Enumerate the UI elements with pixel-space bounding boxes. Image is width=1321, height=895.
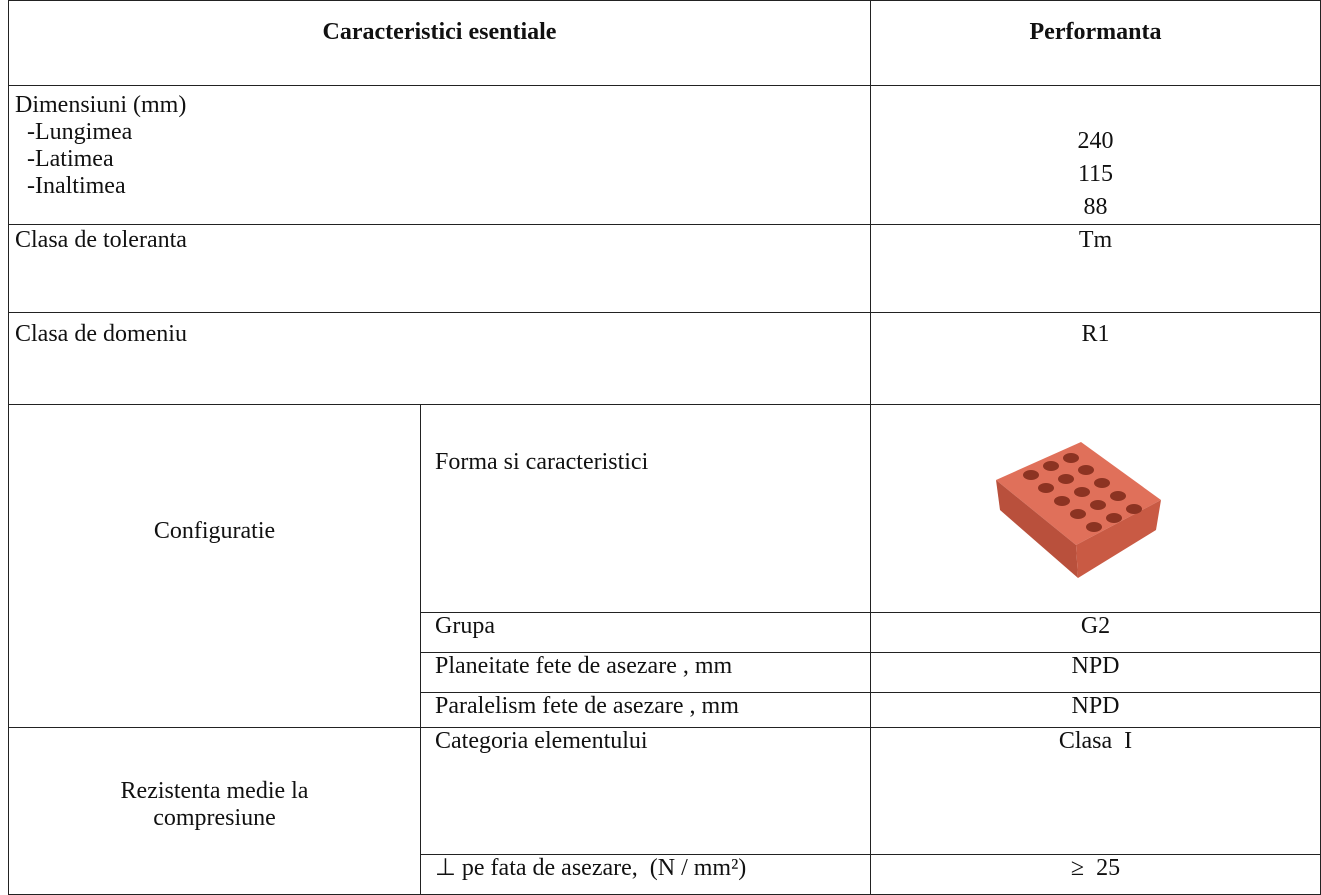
brick-image	[995, 442, 1161, 578]
cell: ⊥ pe fata de asezare, (N / mm²)	[420, 854, 871, 895]
value: G2	[1080, 613, 1111, 639]
cell: 240 115 88	[870, 85, 1321, 225]
label: Clasa de domeniu	[15, 321, 187, 347]
label: -Latimea	[27, 146, 114, 172]
header-cell: Caracteristici esentiale	[8, 0, 871, 86]
header-cell: Performanta	[870, 0, 1321, 86]
row: ⊥ pe fata de asezare, (N / mm²) ≥ 25	[9, 854, 1321, 895]
group-label: Rezistenta medie la compresiune	[120, 778, 309, 831]
value: Clasa I	[1058, 728, 1133, 754]
cell: R1	[870, 312, 1321, 405]
value: R1	[1081, 321, 1110, 347]
label: Clasa de toleranta	[15, 227, 187, 253]
cell: Clasa de domeniu	[8, 312, 871, 405]
cell: Forma si caracteristici	[420, 404, 871, 613]
cell: Paralelism fete de asezare , mm	[420, 692, 871, 728]
cell: Tm	[870, 224, 1321, 313]
label: Planeitate fete de asezare , mm	[435, 653, 733, 679]
label: Forma si caracteristici	[435, 449, 649, 475]
row: Rezistenta medie la compresiune Categori…	[8, 727, 1321, 895]
label: -Inaltimea	[27, 173, 126, 199]
label: ⊥ pe fata de asezare, (N / mm²)	[435, 855, 747, 881]
value: NPD	[1071, 653, 1120, 679]
group-cell: Rezistenta medie la compresiune	[8, 727, 421, 895]
cell: NPD	[870, 652, 1321, 693]
value: 88	[1083, 194, 1108, 220]
group-cell: Configuratie	[8, 404, 421, 728]
cell: Clasa de toleranta	[8, 224, 871, 313]
header-text: Performanta	[1029, 19, 1162, 45]
label: Categoria elementului	[435, 728, 648, 754]
cell: Dimensiuni (mm) -Lungimea -Latimea -Inal…	[8, 85, 871, 225]
value: 240	[1077, 128, 1114, 154]
row: Clasa de domeniu R1	[8, 312, 1321, 405]
cell: Clasa I	[870, 727, 1321, 855]
row: Clasa de toleranta Tm	[8, 224, 1321, 313]
cell: Grupa	[420, 612, 871, 653]
row: Dimensiuni (mm) -Lungimea -Latimea -Inal…	[8, 85, 1321, 225]
value: 115	[1077, 161, 1114, 187]
row: Configuratie Forma si caracteristici	[8, 404, 1321, 728]
label: -Lungimea	[27, 119, 133, 145]
cell: NPD	[870, 692, 1321, 728]
label: Grupa	[435, 613, 495, 639]
value: NPD	[1071, 693, 1120, 719]
cell: ≥ 25	[870, 854, 1321, 895]
value: ≥ 25	[1070, 855, 1121, 881]
cell: Categoria elementului	[420, 727, 871, 855]
header-row: Caracteristici esentiale Performanta	[8, 0, 1321, 86]
image-cell	[870, 404, 1321, 613]
cell: G2	[870, 612, 1321, 653]
cell: Planeitate fete de asezare , mm	[420, 652, 871, 693]
row: Planeitate fete de asezare , mm NPD	[9, 652, 1321, 693]
label: Paralelism fete de asezare , mm	[435, 693, 739, 719]
group-label: Configuratie	[153, 517, 276, 544]
header-text: Caracteristici esentiale	[322, 19, 557, 45]
label: Dimensiuni (mm)	[15, 92, 187, 118]
row: Paralelism fete de asezare , mm NPD	[9, 692, 1321, 728]
value: Tm	[1078, 227, 1113, 253]
spec-table: Caracteristici esentiale Performanta Dim…	[8, 0, 1321, 895]
